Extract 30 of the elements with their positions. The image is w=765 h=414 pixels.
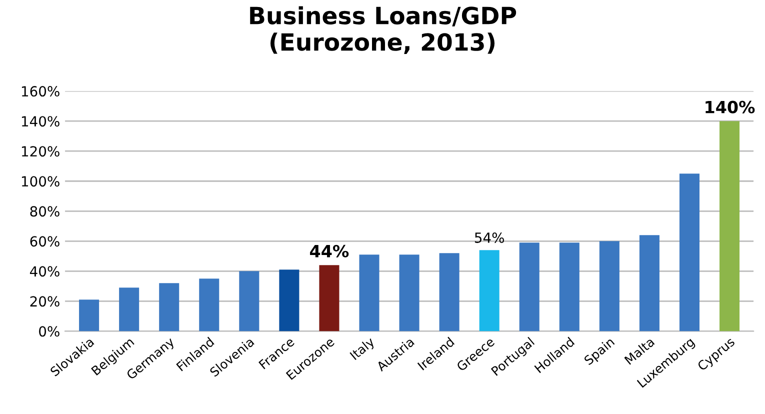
- y-tick-label: 120%: [22, 146, 60, 157]
- bar: [479, 250, 500, 332]
- y-tick-label: 100%: [22, 176, 60, 187]
- chart-title: Business Loans/GDP (Eurozone, 2013): [250, 6, 516, 54]
- data-label: 140%: [706, 100, 755, 114]
- y-tick-label: 80%: [30, 206, 60, 217]
- bar: [199, 278, 220, 332]
- data-label: 54%: [474, 232, 504, 243]
- bar: [79, 300, 100, 332]
- y-tick-label: 60%: [30, 236, 60, 247]
- bar: [359, 254, 380, 332]
- bar: [519, 242, 540, 332]
- y-tick-label: 160%: [22, 86, 60, 97]
- bar: [720, 121, 740, 332]
- y-tick-label: 0%: [39, 326, 60, 337]
- bar: [159, 283, 180, 332]
- bar: [399, 254, 420, 332]
- data-label: 44%: [310, 244, 349, 258]
- bar: [559, 242, 580, 332]
- bar: [599, 241, 620, 332]
- bar: [279, 270, 300, 332]
- bar: [639, 235, 660, 332]
- bar: [119, 288, 140, 332]
- bar: [239, 271, 260, 332]
- bar: [319, 265, 340, 332]
- y-tick-label: 20%: [30, 296, 60, 307]
- y-tick-label: 140%: [22, 116, 60, 127]
- bar: [439, 253, 460, 332]
- y-tick-label: 40%: [30, 266, 60, 277]
- bar: [679, 174, 700, 332]
